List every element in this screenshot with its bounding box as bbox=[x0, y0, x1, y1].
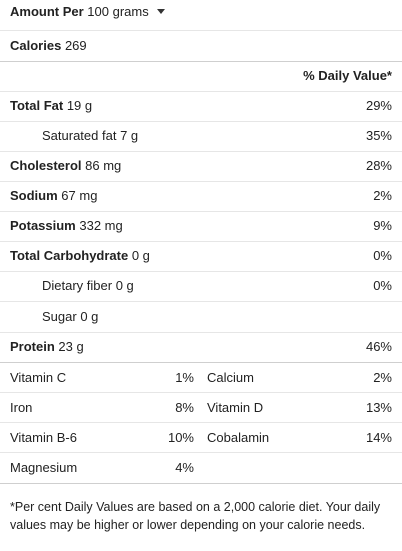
nutrient-label: Protein bbox=[10, 339, 55, 354]
nutrient-row-cholesterol: Cholesterol 86 mg 28% bbox=[0, 152, 402, 182]
vitamin-pct: 4% bbox=[175, 460, 194, 475]
nutrient-daily-pct: 46% bbox=[365, 339, 392, 354]
vitamin-pct: 13% bbox=[365, 400, 392, 415]
nutrient-amount: 23 g bbox=[58, 339, 84, 354]
serving-header-row: Amount Per 100 grams bbox=[0, 0, 402, 31]
nutrient-amount: 332 mg bbox=[79, 218, 123, 233]
nutrient-daily-pct: 28% bbox=[365, 158, 392, 173]
vitamin-row: Vitamin B-6 10% Cobalamin 14% bbox=[0, 423, 402, 453]
nutrient-daily-pct: 2% bbox=[373, 188, 392, 203]
vitamin-pct: 2% bbox=[373, 370, 392, 385]
vitamin-pct: 10% bbox=[167, 430, 194, 445]
vitamin-row: Magnesium 4% bbox=[0, 453, 402, 484]
nutrient-row-total-carbohydrate: Total Carbohydrate 0 g 0% bbox=[0, 242, 402, 272]
vitamin-name: Iron bbox=[10, 400, 33, 415]
nutrient-row-protein: Protein 23 g 46% bbox=[0, 333, 402, 363]
amount-per-label: Amount Per bbox=[10, 4, 84, 19]
nutrient-row-dietary-fiber: Dietary fiber 0 g 0% bbox=[0, 272, 402, 302]
vitamin-name: Magnesium bbox=[10, 460, 78, 475]
nutrient-daily-pct: 35% bbox=[365, 128, 392, 143]
nutrient-row-sodium: Sodium 67 mg 2% bbox=[0, 182, 402, 212]
nutrient-amount: 0 g bbox=[131, 248, 150, 263]
nutrient-label: Dietary fiber bbox=[42, 278, 113, 293]
nutrient-amount: 0 g bbox=[80, 309, 99, 324]
nutrient-daily-pct: 0% bbox=[373, 278, 392, 293]
nutrient-label: Cholesterol bbox=[10, 158, 82, 173]
nutrient-daily-pct: 9% bbox=[373, 218, 392, 233]
nutrient-daily-pct: 29% bbox=[365, 98, 392, 113]
vitamin-row: Iron 8% Vitamin D 13% bbox=[0, 393, 402, 423]
nutrient-row-total-fat: Total Fat 19 g 29% bbox=[0, 92, 402, 122]
serving-selector[interactable]: Amount Per 100 grams bbox=[10, 4, 165, 20]
vitamin-pct: 8% bbox=[175, 400, 194, 415]
vitamin-pct: 1% bbox=[175, 370, 194, 385]
daily-value-header: % Daily Value* bbox=[303, 68, 392, 83]
nutrient-amount: 19 g bbox=[66, 98, 93, 113]
chevron-down-icon[interactable] bbox=[156, 9, 165, 14]
vitamin-name: Vitamin B-6 bbox=[10, 430, 77, 445]
nutrient-label: Sugar bbox=[42, 309, 77, 324]
nutrient-amount: 7 g bbox=[120, 128, 139, 143]
vitamin-name: Calcium bbox=[207, 370, 254, 385]
nutrient-label: Potassium bbox=[10, 218, 76, 233]
nutrient-row-sugar: Sugar 0 g bbox=[0, 302, 402, 333]
nutrient-label: Total Fat bbox=[10, 98, 64, 113]
nutrient-daily-pct: 0% bbox=[373, 248, 392, 263]
serving-size-value: 100 grams bbox=[87, 4, 149, 19]
vitamin-name: Cobalamin bbox=[207, 430, 270, 445]
calories-row: Calories 269 bbox=[0, 31, 402, 62]
calories-value: 269 bbox=[64, 38, 87, 53]
vitamin-name: Vitamin C bbox=[10, 370, 67, 385]
nutrient-label: Sodium bbox=[10, 188, 58, 203]
nutrient-label: Saturated fat bbox=[42, 128, 117, 143]
vitamin-name: Vitamin D bbox=[207, 400, 264, 415]
nutrient-amount: 67 mg bbox=[61, 188, 98, 203]
nutrient-label: Total Carbohydrate bbox=[10, 248, 129, 263]
nutrient-amount: 0 g bbox=[115, 278, 134, 293]
nutrient-row-potassium: Potassium 332 mg 9% bbox=[0, 212, 402, 242]
daily-value-header-row: % Daily Value* bbox=[0, 62, 402, 92]
vitamin-pct: 14% bbox=[365, 430, 392, 445]
vitamin-row: Vitamin C 1% Calcium 2% bbox=[0, 363, 402, 393]
calories-label: Calories bbox=[10, 38, 62, 53]
nutrient-amount: 86 mg bbox=[85, 158, 122, 173]
nutrient-row-saturated-fat: Saturated fat 7 g 35% bbox=[0, 122, 402, 152]
daily-value-footnote: *Per cent Daily Values are based on a 2,… bbox=[10, 500, 381, 532]
